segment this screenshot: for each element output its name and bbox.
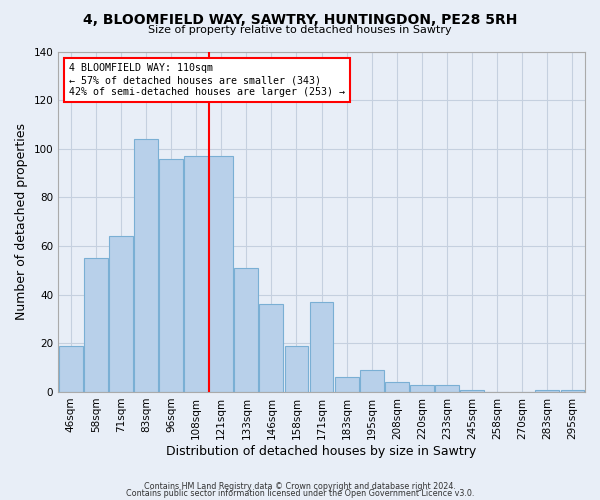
Bar [209, 156, 233, 392]
Text: Size of property relative to detached houses in Sawtry: Size of property relative to detached ho… [148, 25, 452, 35]
Y-axis label: Number of detached properties: Number of detached properties [15, 123, 28, 320]
Text: Contains HM Land Registry data © Crown copyright and database right 2024.: Contains HM Land Registry data © Crown c… [144, 482, 456, 491]
Text: 4, BLOOMFIELD WAY, SAWTRY, HUNTINGDON, PE28 5RH: 4, BLOOMFIELD WAY, SAWTRY, HUNTINGDON, P… [83, 12, 517, 26]
Bar [284, 346, 308, 392]
Bar [235, 268, 258, 392]
Bar [84, 258, 108, 392]
Bar [435, 384, 459, 392]
Bar [460, 390, 484, 392]
Bar [184, 156, 208, 392]
Bar [310, 302, 334, 392]
Bar [259, 304, 283, 392]
Bar [59, 346, 83, 392]
Bar [410, 384, 434, 392]
Text: 4 BLOOMFIELD WAY: 110sqm
← 57% of detached houses are smaller (343)
42% of semi-: 4 BLOOMFIELD WAY: 110sqm ← 57% of detach… [69, 64, 345, 96]
Bar [109, 236, 133, 392]
Bar [159, 158, 183, 392]
Bar [360, 370, 383, 392]
Bar [134, 139, 158, 392]
Text: Contains public sector information licensed under the Open Government Licence v3: Contains public sector information licen… [126, 490, 474, 498]
Bar [335, 378, 359, 392]
Bar [560, 390, 584, 392]
X-axis label: Distribution of detached houses by size in Sawtry: Distribution of detached houses by size … [166, 444, 477, 458]
Bar [385, 382, 409, 392]
Bar [535, 390, 559, 392]
